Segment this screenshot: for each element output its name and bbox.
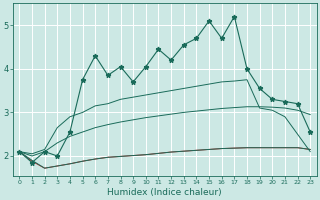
- X-axis label: Humidex (Indice chaleur): Humidex (Indice chaleur): [108, 188, 222, 197]
